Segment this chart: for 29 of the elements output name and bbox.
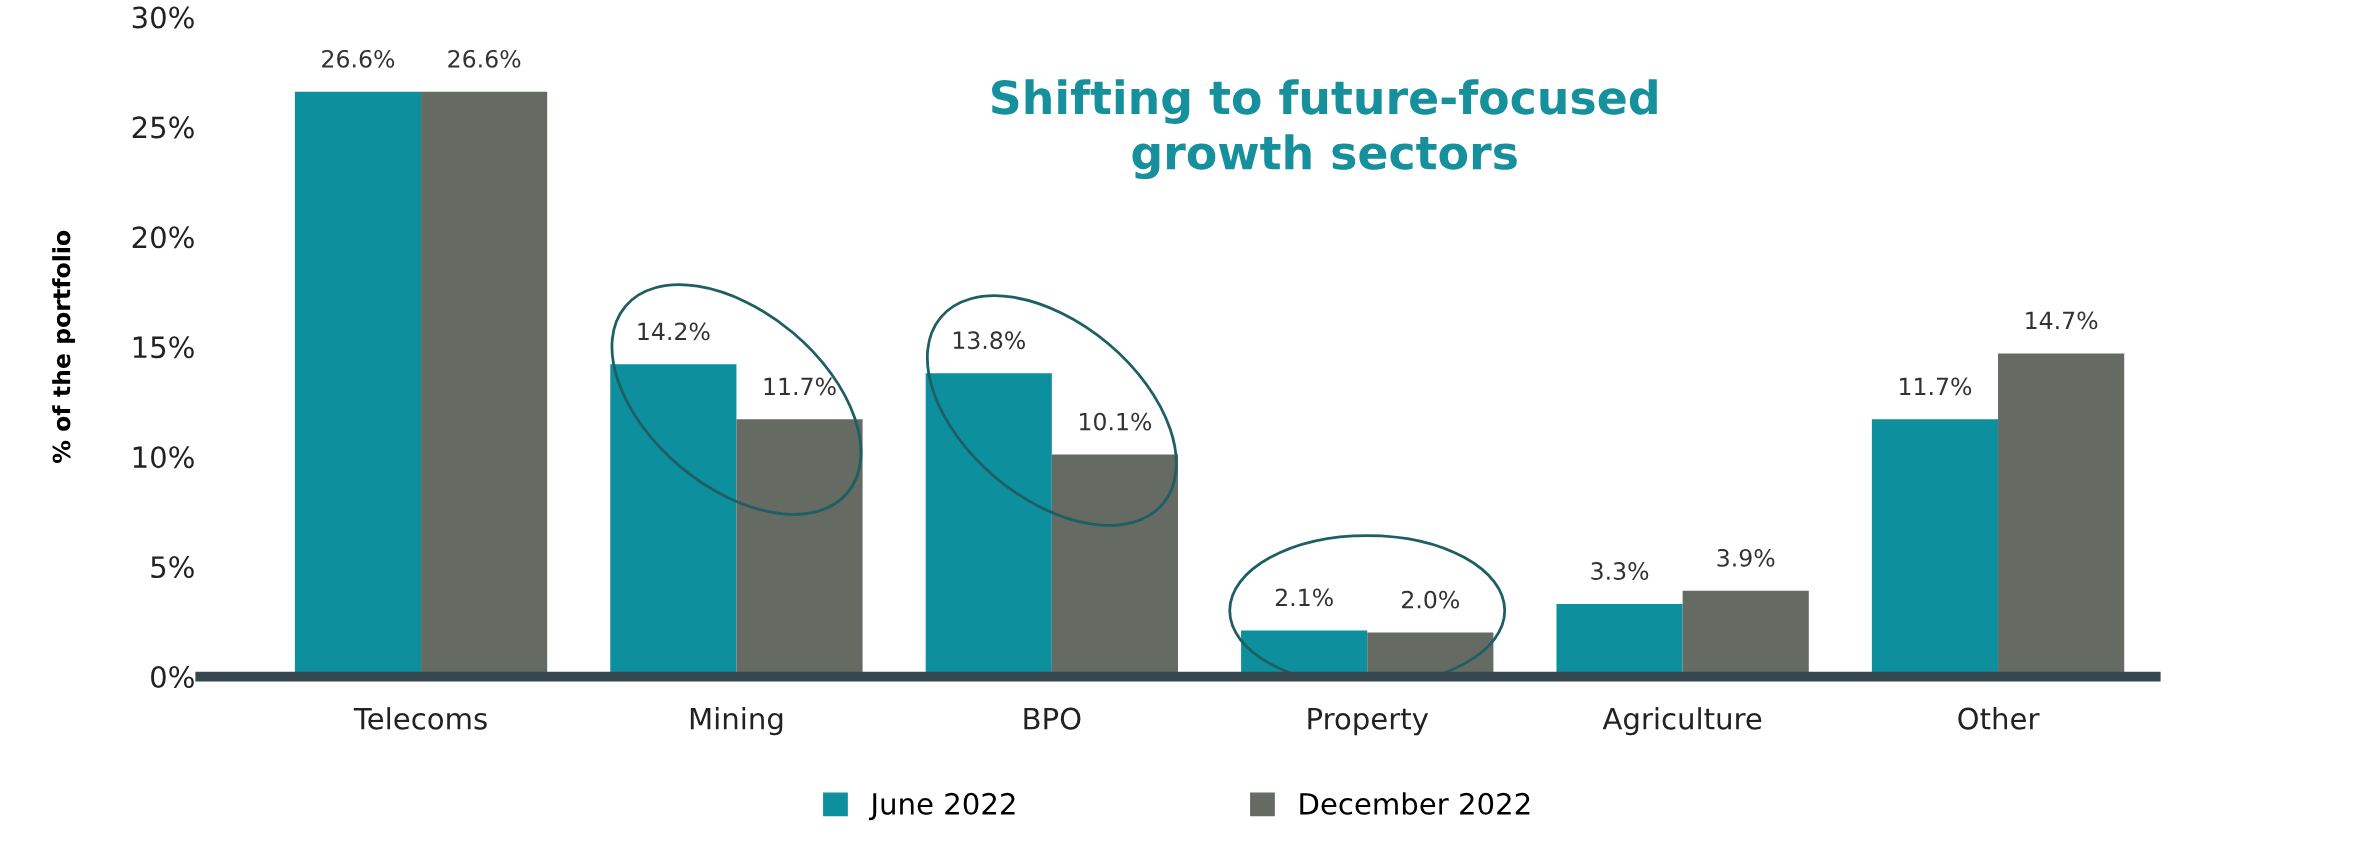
x-tick-label: Agriculture — [1602, 707, 1762, 736]
y-tick-label: 0% — [151, 665, 194, 689]
data-label: 2.0% — [1402, 590, 1460, 609]
data-label: 2.1% — [1275, 588, 1333, 607]
data-label: 10.1% — [1080, 412, 1152, 431]
legend-label: June 2022 — [868, 792, 1015, 821]
data-label: 11.7% — [764, 377, 836, 396]
x-tick-label: BPO — [1024, 707, 1081, 730]
legend-label: December 2022 — [1300, 792, 1530, 815]
y-tick-label: 10% — [133, 446, 194, 469]
y-tick-label: 25% — [132, 116, 194, 139]
data-label: 11.7% — [1900, 377, 1972, 396]
data-label: 14.7% — [2026, 311, 2098, 330]
y-tick-label: 5% — [151, 556, 194, 579]
y-tick-label: 15% — [133, 336, 194, 359]
x-tick-label: Mining — [690, 707, 783, 736]
y-tick-label: 20% — [132, 226, 194, 249]
data-label: 13.8% — [953, 331, 1025, 350]
x-tick-label: Other — [1958, 707, 2040, 730]
data-label: 3.9% — [1717, 548, 1775, 567]
y-tick-label: 30% — [132, 6, 194, 29]
data-label: 26.6% — [322, 49, 395, 68]
y-axis-title: % of the portfolio — [52, 230, 76, 463]
x-tick-label: Telecoms — [353, 707, 487, 730]
data-label: 26.6% — [448, 49, 521, 68]
text: Shifting to future-focused growth sectors — [992, 79, 1657, 180]
data-label: 3.3% — [1591, 562, 1649, 580]
x-tick-label: Property — [1308, 708, 1429, 736]
data-label: 14.2% — [638, 322, 710, 341]
